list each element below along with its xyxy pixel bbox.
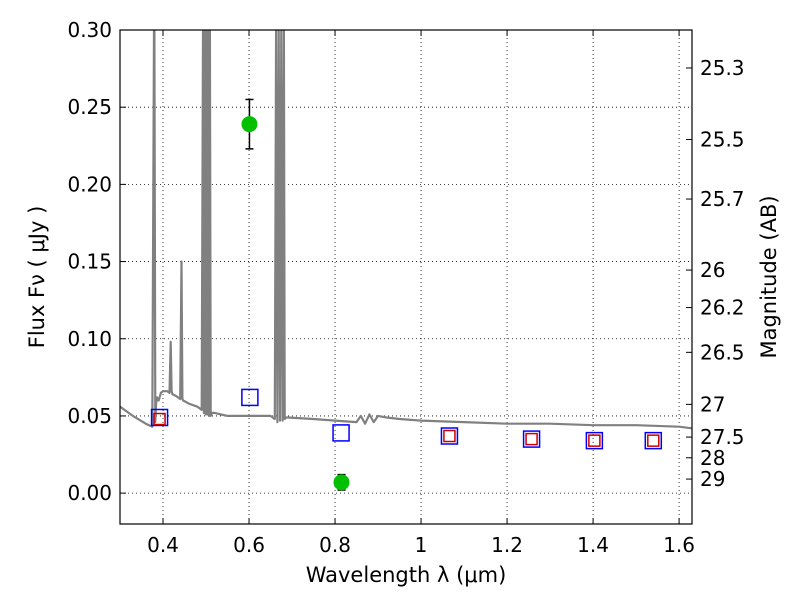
y-tick-label: 0.15 <box>67 250 112 274</box>
magnitude-tick-label: 25.7 <box>700 187 745 211</box>
magnitude-tick-label: 26 <box>700 258 725 282</box>
model-point-red <box>153 412 166 426</box>
magnitude-tick-label: 27 <box>700 392 725 416</box>
data-series <box>120 30 692 491</box>
axis-ticks: 0.4 0.6 0.8 1 1.2 1.4 1.6 0.00 0.05 0.10 0.15 0.20 0… <box>67 18 744 557</box>
magnitude-tick-label: 26.2 <box>700 296 745 320</box>
model-point-red <box>443 429 456 443</box>
magnitude-tick-label: 28 <box>700 446 725 470</box>
model-point-blue <box>644 431 663 450</box>
model-point-red <box>525 432 538 446</box>
sed-model-line <box>120 30 692 430</box>
magnitude-tick-label: 27.5 <box>700 425 745 449</box>
x-axis-label: Wavelength λ (μm) <box>306 563 507 587</box>
model-point-red <box>588 434 601 447</box>
y-tick-label: 0.20 <box>67 172 112 196</box>
model-point-blue <box>522 430 541 448</box>
x-tick-label: 1.2 <box>491 533 523 557</box>
y-tick-label: 0.00 <box>67 481 112 505</box>
observed-point <box>241 116 258 133</box>
model-point-blue <box>585 431 604 450</box>
x-tick-label: 0.6 <box>233 533 265 557</box>
x-tick-label: 1.4 <box>577 533 609 557</box>
model-point-blue <box>440 427 459 445</box>
model-point-red <box>647 434 660 447</box>
x-tick-label: 1.6 <box>663 533 695 557</box>
magnitude-tick-label: 25.5 <box>700 127 745 151</box>
plot-frame <box>119 29 693 525</box>
x-tick-label: 0.4 <box>147 533 179 557</box>
magnitude-tick-label: 26.5 <box>700 340 745 364</box>
y-tick-label: 0.05 <box>67 404 112 428</box>
y-axis-label: Flux Fν ( μJy ) <box>25 206 49 349</box>
x-tick-label: 0.8 <box>319 533 351 557</box>
x-tick-label: 1 <box>415 533 428 557</box>
model-point-blue <box>241 388 259 407</box>
observed-point <box>333 474 350 491</box>
model-point-blue <box>150 408 169 427</box>
magnitude-tick-label: 25.3 <box>700 56 745 80</box>
y-tick-label: 0.30 <box>67 18 112 42</box>
y-tick-label: 0.25 <box>67 95 112 119</box>
model-point-blue <box>332 424 350 442</box>
magnitude-axis-label: Magnitude (AB) <box>757 195 781 358</box>
magnitude-tick-label: 29 <box>700 467 725 491</box>
y-tick-label: 0.10 <box>67 327 112 351</box>
